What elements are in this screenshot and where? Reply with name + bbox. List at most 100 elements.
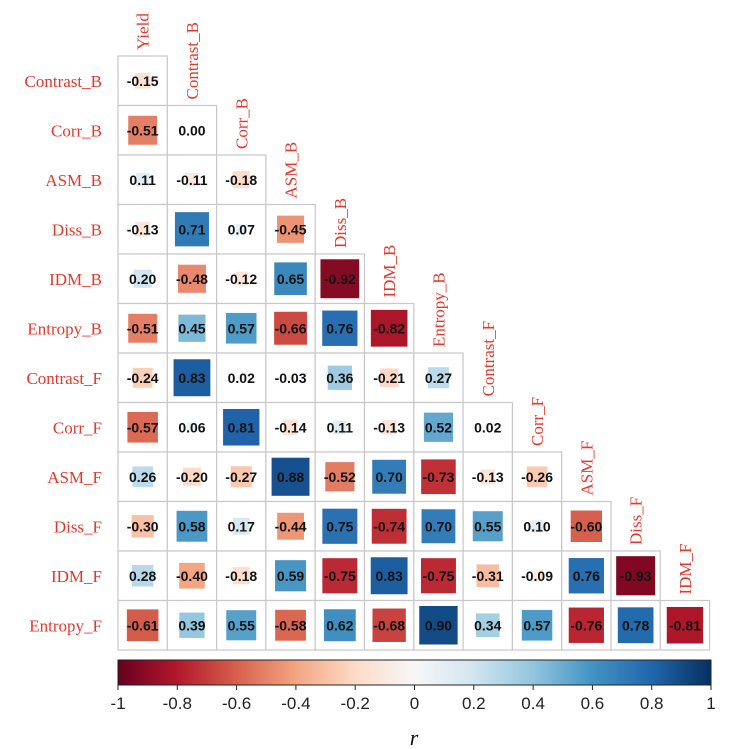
heatmap-square-asm-b-contrast-b [185,173,199,187]
heatmap-square-diss-b-corr-b [235,223,247,235]
heatmap-square-idm-b-yield [133,269,152,288]
colorbar-tick-label: 0.2 [462,694,486,713]
cell-value-label: -0.15 [127,73,159,89]
cell-value-label: 0.07 [228,221,255,237]
heatmap-square-diss-f-contrast-f [472,511,503,542]
cell-value-label: 0.76 [326,320,353,336]
row-label-contrast-f: Contrast_F [26,369,102,388]
cell-value-label: 0.75 [326,518,353,534]
cell-value-label: -0.51 [127,320,159,336]
heatmap-square-contrast-f-diss-b [327,365,352,390]
cell-value-label: -0.18 [225,568,257,584]
cell-value-label: 0.65 [277,271,304,287]
heatmap-square-entropy-f-idm-b [372,608,406,642]
heatmap-square-contrast-f-asm-b [287,374,295,382]
heatmap-square-corr-f-idm-b [381,419,397,435]
cell-value-label: -0.74 [373,518,405,534]
heatmap-square-entropy-b-diss-b [322,310,358,346]
cell-value-label: 0.76 [573,568,600,584]
column-label-contrast-f: Contrast_F [479,321,498,397]
cell-value-label: 0.55 [228,617,255,633]
heatmap-square-contrast-f-yield [132,367,153,388]
heatmap-square-asm-f-corr-b [230,466,252,488]
cell-value-label: 0.02 [474,419,501,435]
colorbar-tick-label: -1 [110,694,125,713]
heatmap-square-entropy-f-contrast-f [475,613,500,638]
cell-value-label: -0.76 [570,617,602,633]
row-label-idm-b: IDM_B [49,270,102,289]
cell-value-label: 0.59 [277,568,304,584]
cell-value-label: 0.88 [277,469,304,485]
heatmap-grid: -0.15 -0.51 0.00 0.11 -0.11 -0.18 -0.13 0.71 0.0… [117,55,711,651]
heatmap-square-idm-b-corr-b [234,271,249,286]
cell-value-label: 0.17 [228,518,255,534]
column-label-idm-f: IDM_F [676,543,695,594]
heatmap-square-diss-f-idm-b [371,508,407,544]
heatmap-square-diss-f-yield [131,515,154,538]
cell-value-label: -0.73 [422,469,454,485]
cell-value-label: -0.11 [176,172,207,188]
heatmap-square-entropy-f-diss-f [617,607,654,644]
cell-value-label: 0.70 [425,518,452,534]
heatmap-square-asm-f-entropy-b [421,459,456,495]
cell-value-label: -0.31 [472,568,504,584]
cell-value-label: 0.11 [327,419,354,435]
heatmap-square-diss-f-contrast-b [176,510,208,542]
cell-value-label: 0.83 [178,370,205,386]
cell-value-label: 0.62 [326,617,353,633]
cell-value-label: 0.52 [425,419,452,435]
cell-value-label: 0.36 [326,370,353,386]
colorbar-tick-label: -0.2 [341,694,370,713]
heatmap-square-asm-f-asm-b [271,457,310,496]
heatmap-square-idm-f-asm-b [275,560,307,592]
cell-value-label: -0.92 [324,271,356,287]
cell-value-label: 0.90 [425,617,452,633]
colorbar-tick-label: 0.4 [521,694,545,713]
heatmap-square-asm-f-contrast-f [480,469,496,485]
heatmap-square-entropy-f-corr-f [521,609,553,641]
cell-value-label: -0.60 [570,518,602,534]
cell-value-label: 0.57 [228,320,255,336]
cell-value-label: -0.48 [176,271,208,287]
colorbar-tick-label: 0.6 [581,694,605,713]
heatmap-cell-entropy-b-corr-b [216,302,267,354]
cell-value-label: 0.00 [178,122,205,138]
heatmap-square-idm-f-asm-f [568,558,604,594]
cell-value-label: -0.18 [225,172,257,188]
column-label-corr-f: Corr_F [528,397,547,446]
cell-value-label: 0.71 [178,221,205,237]
heatmap-square-idm-f-diss-f [616,556,656,596]
cell-value-label: -0.61 [127,617,159,633]
cell-value-label: -0.75 [422,568,454,584]
heatmap-square-idm-f-contrast-f [476,564,500,588]
heatmap-square-entropy-b-yield [128,313,158,343]
column-label-entropy-b: Entropy_B [429,272,448,347]
column-label-corr-b: Corr_B [232,98,251,149]
heatmap-square-asm-f-yield [132,466,153,488]
heatmap-square-idm-f-contrast-b [179,562,205,589]
row-label-asm-b: ASM_B [45,171,102,190]
cell-value-label: -0.66 [275,320,307,336]
cell-value-label: -0.13 [373,419,405,435]
heatmap-square-contrast-f-corr-b [238,374,245,381]
cell-value-label: 0.45 [178,320,205,336]
cell-value-label: 0.83 [376,568,403,584]
heatmap-square-idm-f-yield [131,565,154,587]
heatmap-square-asm-b-corr-b [232,171,250,189]
cell-value-label: -0.93 [620,568,652,584]
heatmap-square-diss-b-asm-b [276,215,305,243]
row-label-corr-f: Corr_F [53,418,102,437]
heatmap-square-corr-f-entropy-b [423,412,454,442]
cell-value-label: 0.70 [376,469,403,485]
heatmap-square-contrast-f-contrast-b [173,359,211,397]
heatmap-square-entropy-f-idm-f [666,606,704,644]
heatmap-square-entropy-b-asm-b [274,311,307,345]
row-labels: Contrast_B Corr_B ASM_B Diss_B IDM_B Entropy_… [25,72,102,636]
heatmap-square-diss-f-diss-b [322,508,358,544]
column-label-idm-b: IDM_B [380,245,399,298]
heatmap-square-asm-f-corr-f [526,466,548,488]
heatmap-cell-idm-b-yield [117,253,168,305]
heatmap-square-idm-b-asm-b [274,262,307,296]
colorbar-tick-label: 0.8 [640,694,664,713]
